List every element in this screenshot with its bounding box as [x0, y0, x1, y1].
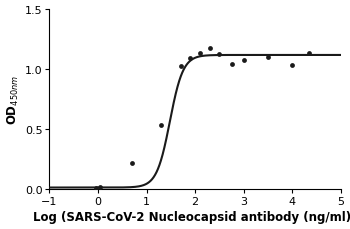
Point — [289, 64, 295, 68]
Point — [197, 52, 203, 56]
Point — [129, 161, 135, 165]
Point — [188, 57, 193, 60]
Point — [307, 52, 312, 56]
Y-axis label: OD$_{450nm}$: OD$_{450nm}$ — [6, 74, 21, 125]
Point — [93, 186, 98, 190]
Point — [158, 124, 164, 128]
Point — [217, 53, 222, 57]
Point — [265, 56, 271, 59]
Point — [241, 59, 246, 63]
X-axis label: Log (SARS-CoV-2 Nucleocapsid antibody (ng/ml)): Log (SARS-CoV-2 Nucleocapsid antibody (n… — [33, 210, 350, 224]
Point — [229, 63, 234, 67]
Point — [178, 65, 183, 69]
Point — [207, 47, 212, 51]
Point — [98, 185, 103, 189]
